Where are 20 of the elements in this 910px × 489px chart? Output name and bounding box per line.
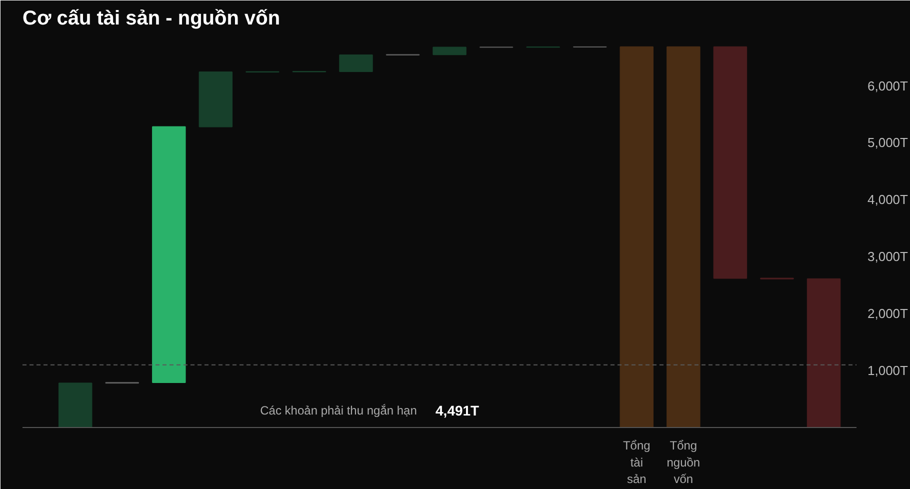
chart-title: Cơ cấu tài sản - nguồn vốn: [22, 8, 280, 30]
bar: [58, 382, 92, 428]
y-tick-label: 4,000T: [868, 192, 908, 208]
x-tick-label: Tổng tài sản: [622, 438, 650, 486]
bar: [666, 46, 700, 428]
bar: [152, 126, 186, 384]
y-tick-label: 1,000T: [868, 363, 908, 378]
y-tick-label: 2,000T: [868, 306, 908, 322]
bar: [198, 72, 233, 128]
y-tick-label: 6,000T: [868, 78, 908, 94]
bar: [713, 46, 748, 279]
y-tick-label: 3,000T: [868, 249, 908, 264]
y-tick-label: 5,000T: [868, 135, 908, 150]
bar: [339, 54, 373, 72]
annotation: Các khoản phải thu ngắn hạn: [260, 403, 417, 418]
bar: [806, 278, 841, 428]
annotation: 4,491T: [436, 402, 480, 418]
bar: [620, 46, 654, 428]
bar: [432, 46, 466, 56]
x-tick-label: Tổng nguồn vốn: [666, 438, 700, 486]
